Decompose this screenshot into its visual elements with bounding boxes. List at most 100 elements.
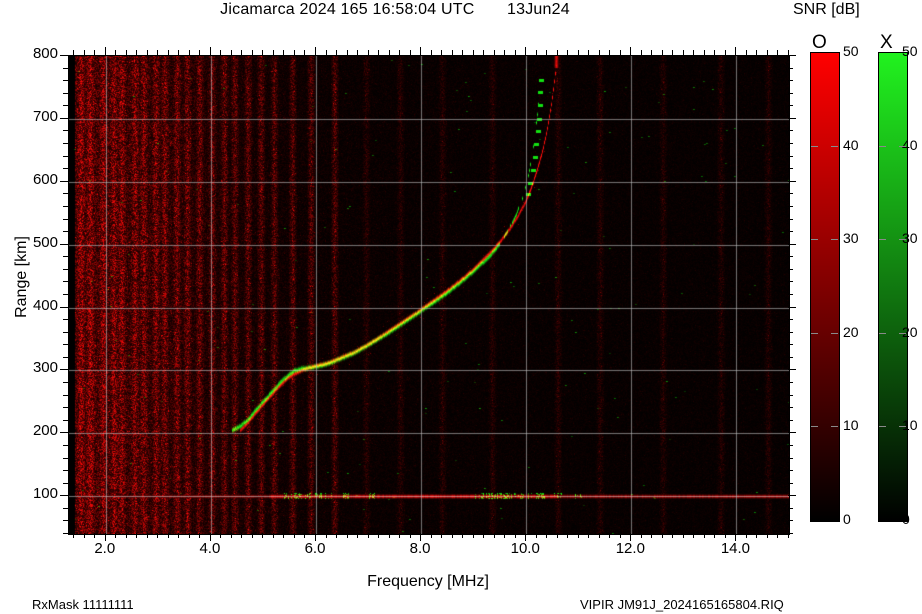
x-tick	[104, 47, 106, 55]
y-tick-label: 100	[32, 485, 58, 503]
x-minor-tick	[483, 533, 485, 538]
x-minor-tick	[304, 50, 306, 55]
x-tick	[315, 533, 316, 541]
y-tick	[60, 243, 68, 245]
x-minor-tick	[136, 50, 138, 55]
colorbar-tick-label: 20	[843, 323, 859, 340]
x-tick	[630, 47, 632, 55]
x-minor-tick	[125, 533, 127, 538]
y-minor-tick	[788, 470, 793, 472]
colorbar-tick-label: 0	[843, 511, 851, 527]
y-minor-tick	[788, 507, 793, 509]
y-tick	[788, 306, 796, 308]
x-minor-tick	[230, 533, 232, 538]
x-minor-tick	[640, 533, 642, 538]
x-minor-tick	[94, 533, 96, 538]
y-minor-tick	[788, 407, 793, 409]
x-minor-tick	[251, 50, 253, 55]
colorbar-tick-label: 10	[843, 417, 859, 434]
colorbar-tick-label: 50	[902, 43, 918, 59]
x-tick	[209, 533, 211, 541]
y-minor-tick	[788, 268, 793, 270]
x-minor-tick	[283, 533, 285, 538]
x-minor-tick	[588, 533, 590, 538]
x-minor-tick	[451, 533, 453, 538]
x-minor-tick	[661, 50, 663, 55]
y-tick	[60, 180, 68, 182]
x-minor-tick	[535, 533, 537, 538]
colorbar-tick	[811, 239, 818, 241]
y-minor-tick	[788, 457, 793, 459]
y-minor-tick	[63, 520, 68, 522]
x-minor-tick	[178, 50, 180, 55]
x-minor-tick	[83, 50, 85, 55]
y-minor-tick	[788, 419, 793, 421]
colorbar-tick-label: 40	[902, 136, 918, 153]
x-minor-tick	[619, 533, 621, 538]
y-minor-tick	[788, 105, 793, 107]
x-minor-tick	[241, 50, 243, 55]
x-minor-tick	[556, 533, 558, 538]
x-minor-tick	[577, 533, 579, 538]
x-minor-tick	[272, 50, 274, 55]
x-minor-tick	[619, 50, 621, 55]
x-tick	[209, 47, 211, 55]
y-tick-label: 500	[32, 233, 58, 251]
x-minor-tick	[556, 50, 558, 55]
x-minor-tick	[378, 50, 380, 55]
x-minor-tick	[598, 50, 600, 55]
x-minor-tick	[272, 533, 274, 538]
x-minor-tick	[199, 50, 201, 55]
x-tick-label: 6.0	[304, 540, 326, 557]
y-minor-tick	[788, 193, 793, 195]
x-minor-tick	[115, 50, 117, 55]
x-minor-tick	[188, 533, 190, 538]
x-minor-tick	[777, 533, 779, 538]
x-tick	[630, 533, 632, 541]
x-minor-tick	[703, 533, 705, 538]
source-file-label: VIPIR JM91J_2024165165804.RIQ	[580, 597, 784, 612]
y-minor-tick	[788, 256, 793, 258]
x-minor-tick	[567, 533, 569, 538]
x-minor-tick	[178, 533, 180, 538]
x-minor-tick	[766, 50, 768, 55]
y-tick-label: 700	[32, 107, 58, 125]
colorbar-x-letter: X	[880, 32, 893, 53]
y-minor-tick	[63, 470, 68, 472]
x-minor-tick	[745, 533, 747, 538]
y-tick	[788, 180, 796, 182]
x-minor-tick	[514, 50, 516, 55]
x-minor-tick	[504, 533, 506, 538]
x-minor-tick	[598, 533, 600, 538]
x-minor-tick	[640, 50, 642, 55]
x-minor-tick	[283, 50, 285, 55]
y-minor-tick	[63, 457, 68, 459]
y-tick-label: 400	[32, 296, 58, 314]
x-axis-title: Frequency [MHz]	[367, 573, 489, 590]
x-tick-label: 14.0	[720, 540, 751, 557]
y-minor-tick	[788, 482, 793, 484]
y-minor-tick	[63, 193, 68, 195]
x-minor-tick	[388, 533, 390, 538]
y-tick	[788, 243, 796, 245]
y-minor-tick	[788, 281, 793, 283]
y-minor-tick	[63, 281, 68, 283]
x-minor-tick	[241, 533, 243, 538]
x-tick	[104, 533, 106, 541]
y-tick	[60, 306, 68, 308]
y-minor-tick	[788, 294, 793, 295]
x-minor-tick	[146, 533, 148, 538]
colorbar-tick	[899, 145, 906, 147]
colorbar-tick-label: 50	[843, 43, 859, 59]
x-minor-tick	[136, 533, 138, 538]
colorbar-tick	[831, 145, 838, 147]
x-minor-tick	[567, 50, 569, 55]
x-minor-tick	[378, 533, 380, 538]
x-minor-tick	[125, 50, 127, 55]
colorbar-tick	[879, 145, 886, 147]
x-minor-tick	[367, 533, 369, 538]
y-minor-tick	[788, 130, 793, 132]
y-tick	[60, 432, 68, 434]
y-minor-tick	[63, 382, 68, 384]
x-minor-tick	[724, 533, 726, 538]
